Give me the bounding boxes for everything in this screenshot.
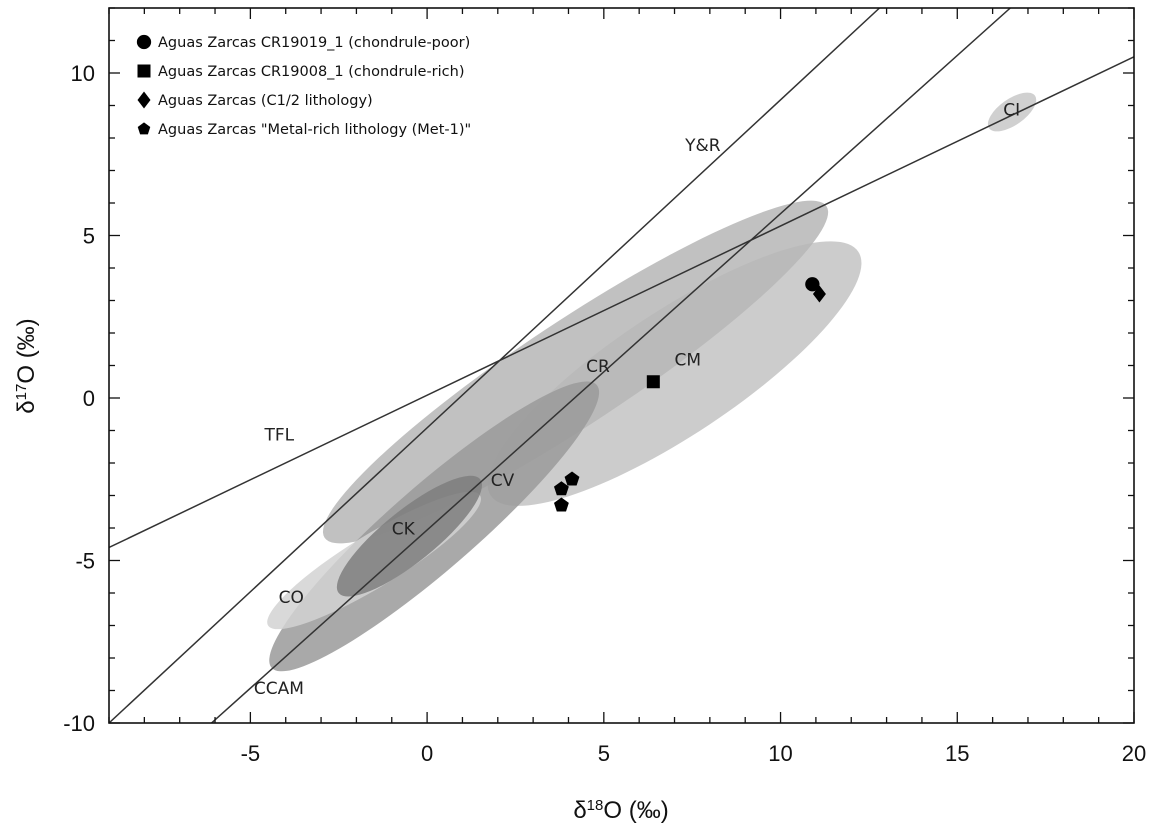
legend-marker-pentagon [137,122,151,135]
legend-marker-diamond [137,91,151,109]
label-cm: CM [675,351,702,371]
region-ck [336,475,482,597]
y-axis-title: δ17O (‰) [13,318,41,413]
label-ci: CI [1003,100,1020,120]
x-tick-label: 0 [421,741,433,766]
region-cr [322,200,829,544]
label-cr: CR [586,357,610,377]
x-tick-label: 15 [945,741,969,766]
legend-entry-1: Aguas Zarcas CR19008_1 (chondrule-rich) [158,64,464,80]
y-tick-label: -10 [63,711,95,736]
label-cv: CV [491,471,515,491]
ticks-layer: -5 0 5 10 15 20 -10 -5 0 5 10 [63,7,1146,766]
line-ccam [210,8,1011,723]
line-y-r [109,8,881,723]
point-pentagon-3-1 [554,481,569,496]
point-circle-0-0 [805,277,820,292]
point-pentagon-3-0 [564,471,580,486]
point-diamond-2-0 [812,285,826,303]
x-axis-title: δ18O (‰) [573,797,668,825]
x-tick-label: -5 [241,741,261,766]
x-tick-label: 20 [1122,741,1146,766]
y-tick-label: -5 [75,549,95,574]
y-tick-label: 10 [71,61,95,86]
x-tick-label: 5 [598,741,610,766]
line-tfl [109,56,1134,549]
point-square-1-0 [646,375,660,389]
x-tick-label: 10 [768,741,792,766]
regions-layer [267,92,1037,672]
legend: Aguas Zarcas CR19019_1 (chondrule-poor) A… [136,34,471,138]
label-tfl: TFL [264,425,295,445]
legend-entry-0: Aguas Zarcas CR19019_1 (chondrule-poor) [158,35,470,51]
legend-entry-2: Aguas Zarcas (C1/2 lithology) [158,93,373,109]
region-cm [487,241,862,506]
label-ccam: CCAM [254,679,304,699]
label-y-r: Y&R [684,136,721,156]
legend-marker-circle [136,34,152,50]
reference-lines-layer [109,8,1134,723]
points-layer [554,277,826,512]
y-tick-label: 5 [83,224,95,249]
label-ck: CK [392,520,416,540]
label-co: CO [279,588,304,608]
region-labels-layer: CI CM CR CV CO CK TFL Y&R CCAM [254,100,1020,699]
point-pentagon-3-2 [554,497,569,512]
legend-entry-3: Aguas Zarcas "Metal-rich lithology (Met-… [158,122,471,138]
y-tick-label: 0 [83,386,95,411]
legend-marker-square [137,64,151,78]
